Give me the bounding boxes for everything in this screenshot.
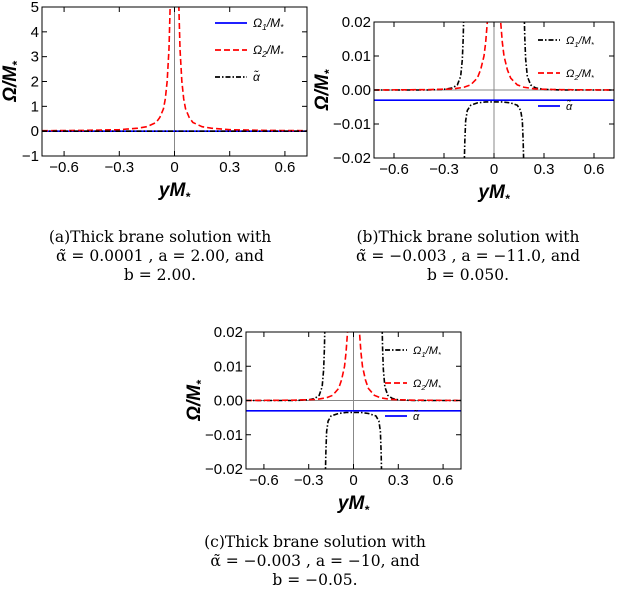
y-tick-label: −0.02 [205, 461, 243, 478]
y-tick-label: 1 [31, 98, 39, 115]
caption-b-line1: (b)Thick brane solution with [356, 228, 580, 246]
x-tick-label: −0.6 [249, 472, 279, 489]
x-tick-label: −0.6 [49, 159, 79, 176]
x-tick-label: 0.3 [219, 159, 240, 176]
series-line-1M [374, 22, 465, 91]
y-tick-label: −0.01 [205, 427, 243, 444]
y-tick-label: 0.00 [342, 82, 371, 99]
caption-b-line3: b = 0.050. [426, 266, 510, 284]
series-group [374, 22, 614, 158]
series-line-2M [374, 22, 614, 91]
caption-c: (c)Thick brane solution with α̃ = −0.003… [165, 533, 465, 590]
y-tick-label: 0.00 [214, 393, 243, 410]
series-line-1M-right [381, 332, 461, 402]
x-tick-label: 0 [170, 159, 178, 176]
y-tick-label: 3 [31, 49, 39, 66]
series-line-extra3 [324, 411, 383, 469]
y-axis-label: Ω/M* [0, 60, 24, 103]
series-line-2M [42, 7, 307, 132]
x-tick-label: 0 [349, 472, 357, 489]
series-line-1M [246, 332, 326, 402]
x-tick-label: −0.3 [104, 159, 134, 176]
caption-a-line3: b = 2.00. [123, 266, 197, 284]
caption-a-line2: α̃ = 0.0001 , a = 2.00, and [56, 247, 264, 265]
x-axis-label: yM* [337, 493, 370, 517]
x-tick-label: −0.6 [379, 161, 409, 178]
chart-c: −0.6 −0.3 0 0.3 0.6 −0.02 −0.01 0.00 0.01 0.02 yM*… [184, 324, 462, 517]
legend-label: Ω1/M* [566, 35, 595, 49]
x-axis-label: yM* [158, 180, 191, 204]
y-tick-label: 0.01 [342, 48, 371, 65]
x-tick-label: 0.3 [388, 472, 409, 489]
x-tick-label: 0.6 [274, 159, 295, 176]
y-tick-label: 0 [31, 123, 39, 140]
y-tick-label: −1 [22, 148, 39, 165]
legend-label: Ω2/M* [253, 43, 284, 59]
y-tick-label: 0.02 [214, 324, 243, 341]
y-axis-label: Ω/M* [312, 68, 336, 111]
x-tick-label: 0 [490, 161, 498, 178]
series-line-extra3 [463, 101, 525, 158]
series-line-2M [246, 332, 461, 402]
y-tick-label: 0.01 [214, 358, 243, 375]
series-group [246, 332, 461, 469]
legend-label: Ω2/M* [566, 68, 595, 82]
caption-c-line2: α̃ = −0.003 , a = −10, and [210, 552, 420, 570]
x-axis-label: yM* [477, 182, 510, 206]
x-tick-label: 0.6 [584, 161, 605, 178]
x-tick-label: −0.3 [429, 161, 459, 178]
legend-label: α̃ [253, 69, 261, 84]
caption-a: (a)Thick brane solution with α̃ = 0.0001… [10, 228, 310, 285]
y-axis-label: Ω/M* [184, 379, 208, 422]
y-tick-label: −0.01 [333, 116, 371, 133]
caption-a-line1: (a)Thick brane solution with [48, 228, 272, 246]
caption-b-line2: α̃ = −0.003 , a = −11.0, and [355, 247, 581, 265]
y-tick-label: 2 [31, 74, 39, 91]
series-group [42, 7, 307, 132]
caption-c-line1: (c)Thick brane solution with [204, 533, 426, 551]
y-tick-label: −0.02 [333, 150, 371, 167]
y-tick-label: 4 [31, 24, 39, 41]
caption-b: (b)Thick brane solution with α̃ = −0.003… [318, 228, 618, 285]
legend-label: Ω1/M* [413, 345, 442, 359]
x-tick-label: 0.3 [534, 161, 555, 178]
legend-label: Ω1/M* [253, 16, 284, 32]
caption-c-line3: b = −0.05. [272, 571, 358, 589]
chart-a: −0.6 −0.3 0 0.3 0.6 −1 0 1 2 3 4 5 yM* Ω/M* Ω1/M* Ω2/M*… [0, 0, 308, 204]
legend-label: α̃ [566, 100, 573, 113]
chart-b: −0.6 −0.3 0 0.3 0.6 −0.02 −0.01 0.00 0.01 0.02 yM*… [312, 14, 615, 206]
x-tick-label: −0.3 [294, 472, 324, 489]
y-tick-label: 0.02 [342, 14, 371, 31]
legend-label: Ω2/M* [413, 378, 442, 392]
legend-label: α̃ [413, 410, 420, 423]
x-tick-label: 0.6 [433, 472, 454, 489]
y-tick-label: 5 [31, 0, 39, 16]
